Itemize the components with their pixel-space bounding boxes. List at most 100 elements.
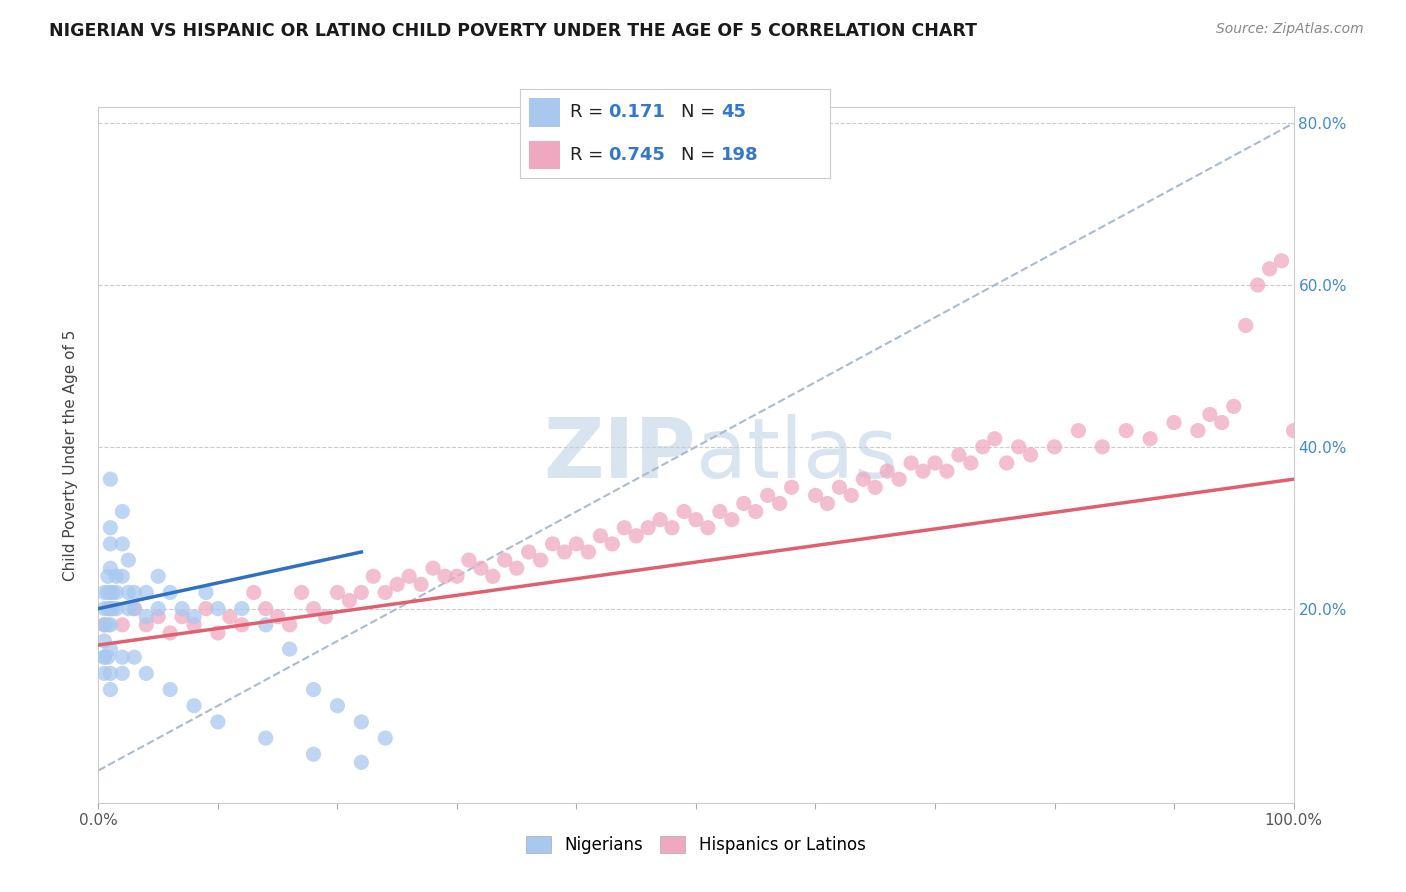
Point — [1258, 261, 1281, 276]
Text: NIGERIAN VS HISPANIC OR LATINO CHILD POVERTY UNDER THE AGE OF 5 CORRELATION CHAR: NIGERIAN VS HISPANIC OR LATINO CHILD POV… — [49, 22, 977, 40]
Point — [111, 666, 134, 681]
Point — [446, 569, 468, 583]
Point — [195, 601, 218, 615]
Point — [254, 617, 277, 632]
Point — [530, 553, 553, 567]
Point — [1234, 318, 1257, 333]
Point — [995, 456, 1018, 470]
Point — [98, 601, 122, 615]
Point — [541, 537, 564, 551]
Point — [124, 650, 146, 665]
Point — [602, 537, 624, 551]
Point — [195, 585, 218, 599]
Point — [278, 617, 301, 632]
Text: N =: N = — [681, 146, 721, 164]
Point — [470, 561, 492, 575]
Point — [565, 537, 588, 551]
Point — [804, 488, 827, 502]
Point — [148, 609, 170, 624]
Point — [589, 529, 612, 543]
Point — [756, 488, 779, 502]
Point — [350, 585, 373, 599]
Point — [637, 521, 659, 535]
Point — [117, 601, 139, 615]
Point — [661, 521, 683, 535]
Point — [422, 561, 444, 575]
Point — [98, 561, 122, 575]
Point — [254, 601, 277, 615]
Point — [721, 513, 744, 527]
Point — [984, 432, 1007, 446]
Point — [183, 609, 205, 624]
Point — [411, 577, 433, 591]
Point — [936, 464, 959, 478]
Text: R =: R = — [569, 103, 609, 121]
Point — [326, 585, 349, 599]
Point — [98, 472, 122, 486]
Point — [93, 585, 115, 599]
Point — [93, 650, 115, 665]
Point — [172, 609, 194, 624]
Point — [302, 747, 325, 762]
Point — [148, 601, 170, 615]
Point — [148, 569, 170, 583]
Point — [339, 593, 361, 607]
Point — [733, 496, 755, 510]
Legend: Nigerians, Hispanics or Latinos: Nigerians, Hispanics or Latinos — [520, 829, 872, 861]
Point — [207, 714, 229, 729]
Point — [517, 545, 540, 559]
Point — [111, 537, 134, 551]
Point — [159, 585, 181, 599]
Point — [506, 561, 529, 575]
Point — [207, 626, 229, 640]
Point — [1282, 424, 1305, 438]
Point — [398, 569, 420, 583]
Point — [1019, 448, 1042, 462]
Point — [101, 585, 124, 599]
Point — [105, 601, 128, 615]
Text: atlas: atlas — [696, 415, 897, 495]
Point — [135, 666, 157, 681]
Point — [207, 601, 229, 615]
Point — [1163, 416, 1185, 430]
Point — [911, 464, 934, 478]
Point — [105, 585, 128, 599]
Point — [243, 585, 266, 599]
Point — [1091, 440, 1114, 454]
Point — [1211, 416, 1233, 430]
Point — [673, 504, 696, 518]
Point — [1067, 424, 1090, 438]
Point — [889, 472, 911, 486]
Point — [326, 698, 349, 713]
Point — [815, 496, 838, 510]
Point — [97, 650, 120, 665]
Point — [1223, 400, 1246, 414]
Bar — [530, 98, 561, 127]
Point — [97, 569, 120, 583]
Point — [101, 601, 124, 615]
Point — [172, 601, 194, 615]
Point — [374, 731, 396, 745]
Point — [481, 569, 505, 583]
Point — [302, 682, 325, 697]
Point — [93, 634, 115, 648]
Point — [98, 521, 122, 535]
Point — [105, 569, 128, 583]
Point — [865, 480, 887, 494]
Point — [98, 666, 122, 681]
Point — [254, 731, 277, 745]
Point — [159, 626, 181, 640]
Point — [350, 714, 373, 729]
Point — [924, 456, 946, 470]
Point — [183, 617, 205, 632]
Text: ZIP: ZIP — [544, 415, 696, 495]
Point — [231, 617, 253, 632]
Text: 198: 198 — [721, 146, 759, 164]
Point — [780, 480, 803, 494]
Point — [267, 609, 290, 624]
Point — [183, 698, 205, 713]
Point — [697, 521, 720, 535]
Text: 0.171: 0.171 — [609, 103, 665, 121]
Point — [302, 601, 325, 615]
Point — [363, 569, 385, 583]
